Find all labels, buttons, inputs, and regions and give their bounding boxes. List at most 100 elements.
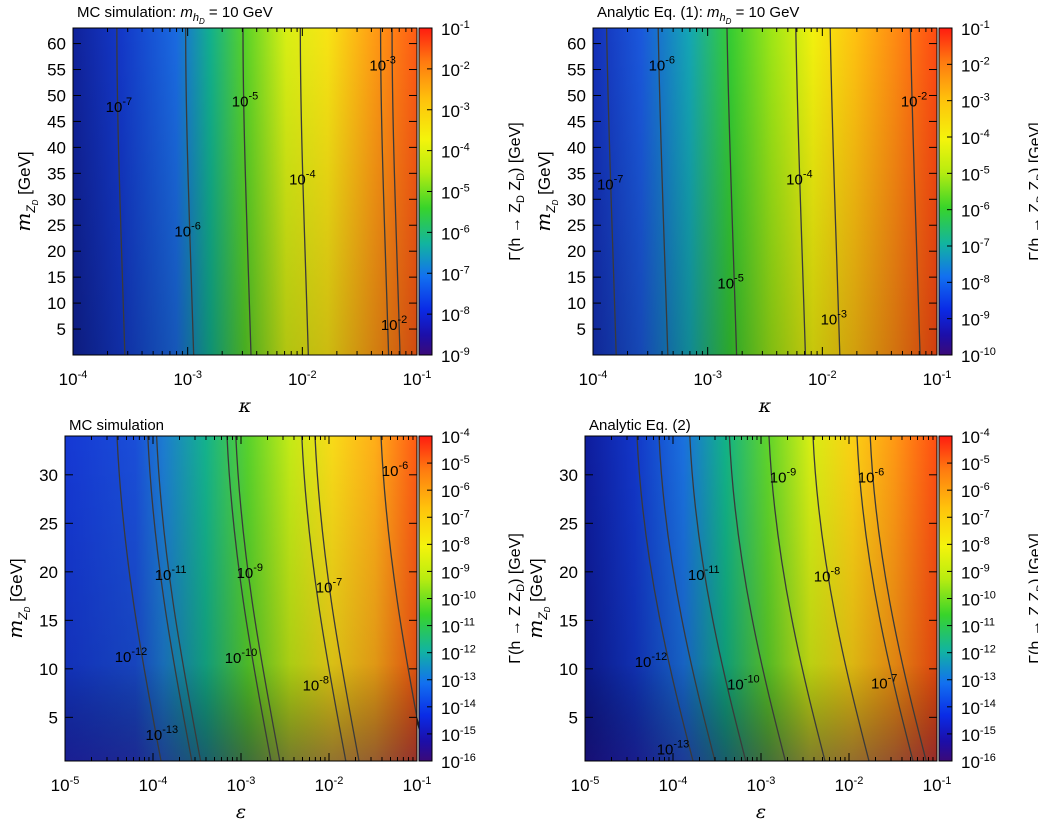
colorbar-tick-label: 10-5 [961,164,990,184]
contour-line [636,435,694,762]
contour-label: 10-7 [106,96,132,116]
contour-line [185,27,195,356]
panel-bottom-left: 10-11 10-9 10-7 10-6 10-12 10-10 10-8 10-13 10-5… [3,417,527,823]
contour-label: 10-12 [115,646,148,666]
contour-label: 10-9 [770,467,796,487]
contour-line [116,27,126,356]
plot-frame [592,27,938,356]
heatmap-shade-low [585,436,937,761]
x-tick-label: 10-1 [923,369,952,389]
y-tick-label: 40 [567,138,586,157]
colorbar: 10-4 10-5 10-6 10-7 10-8 10-9 10-10 10-11 10-12 1… [418,427,476,772]
x-tick-label: 10-1 [403,775,432,795]
contour-label: 10-6 [382,460,408,480]
heatmap-shade [73,28,417,355]
y-tick-label: 35 [47,164,66,183]
contour-line [235,435,281,762]
contour-line [379,27,390,356]
contour-line [226,435,272,762]
y-tick-label: 5 [569,708,578,727]
colorbar-tick-label: 10-6 [961,481,990,501]
colorbar-tick-label: 10-3 [961,92,990,112]
colorbar-tick-label: 10-9 [961,562,990,582]
contour-line [242,27,252,356]
y-tick-label: 55 [567,61,586,80]
colorbar-tick-label: 10-7 [441,508,470,528]
contour-line [812,435,870,762]
colorbar-tick-label: 10-6 [961,201,990,221]
colorbar-tick-label: 10-5 [961,454,990,474]
colorbar-tick-label: 10-11 [441,617,475,637]
y-axis-label: mZD [GeV] [3,558,32,638]
contour-lines [636,435,927,762]
y-tick-label: 25 [559,514,578,533]
contour-lines [116,27,401,356]
y-axis-label-text: mZD [GeV] [531,151,560,231]
colorbar: 10-1 10-2 10-3 10-4 10-5 10-6 10-7 10-8 10-9 10-1… [938,19,996,366]
colorbar-tick-label: 10-13 [961,671,996,691]
x-axis-label: κ [758,395,772,417]
contour-line [856,435,914,762]
y-tick-label: 55 [47,61,66,80]
panel-title: Analytic Eq. (2) [589,417,691,434]
colorbar-label: Γ(h → ZD ZD) [GeV] [1027,122,1038,261]
colorbar-tick-label: 10-2 [441,60,470,80]
colorbar-tick-label: 10-15 [441,725,476,745]
y-tick-label: 45 [567,112,586,131]
y-tick-label: 20 [39,563,58,582]
y-tick-label: 5 [49,708,58,727]
x-tick-label: 10-1 [403,369,432,389]
colorbar-tick-label: 10-9 [441,346,470,366]
colorbar-label-text: Γ(h → ZD ZD) [GeV] [1027,122,1038,261]
contour-line [909,27,921,356]
contour-label: 10-7 [316,576,342,596]
contour-line [147,435,193,762]
y-axis-label-text: mZD [GeV] [523,558,552,638]
contour-line [605,27,617,356]
colorbar-tick-label: 10-1 [441,19,470,39]
contour-line [155,435,202,762]
contour-line [829,27,841,356]
y-tick-label: 5 [577,320,586,339]
contour-line [795,27,807,356]
contour-line [116,435,162,762]
y-tick-label: 20 [47,242,66,261]
panel-title: Analytic Eq. (1): mhD = 10 GeV [597,4,799,26]
y-axis-label: mZD [GeV] [11,151,40,231]
y-axis-label-text: mZD [GeV] [11,151,40,231]
contour-label: 10-9 [237,562,263,582]
x-tick-label: 10-1 [923,775,952,795]
contour-label: 10-11 [688,564,720,584]
panels-layer: 10-710-610-510-410-310-210-4 10-3 10-2 10-1… [3,4,1038,823]
contour-label: 10-11 [155,564,187,584]
colorbar-label: Γ(h → ZD ZD) [GeV] [507,122,527,261]
contour-line [768,435,826,762]
contour-label: 10-13 [146,724,179,744]
colorbar-label-text: Γ(h → Z ZD) [GeV] [1027,533,1038,664]
contour-label: 10-7 [871,672,897,692]
x-tick-label: 10-3 [693,369,722,389]
panel-title: MC simulation [69,417,164,434]
y-tick-label: 10 [47,294,66,313]
colorbar-tick-label: 10-8 [441,305,470,325]
plot-frame [72,27,418,356]
x-tick-label: 10-3 [173,369,202,389]
contour-label: 10-8 [814,566,840,586]
contour-label: 10-2 [381,314,407,334]
colorbar-tick-label: 10-9 [441,562,470,582]
contour-line [869,435,927,762]
colorbar-frame [938,27,953,356]
contour-line [301,435,347,762]
contour-line [726,27,738,356]
x-tick-label: 10-2 [288,369,317,389]
colorbar-tick-label: 10-14 [961,698,996,718]
colorbar-gradient [939,28,952,355]
colorbar-tick-label: 10-5 [441,454,470,474]
y-tick-label: 10 [559,660,578,679]
colorbar-tick-label: 10-1 [961,19,990,39]
contour-line [314,435,360,762]
colorbar-tick-label: 10-10 [441,590,476,610]
colorbar-tick-label: 10-6 [441,223,470,243]
contour-label: 10-4 [786,169,812,189]
